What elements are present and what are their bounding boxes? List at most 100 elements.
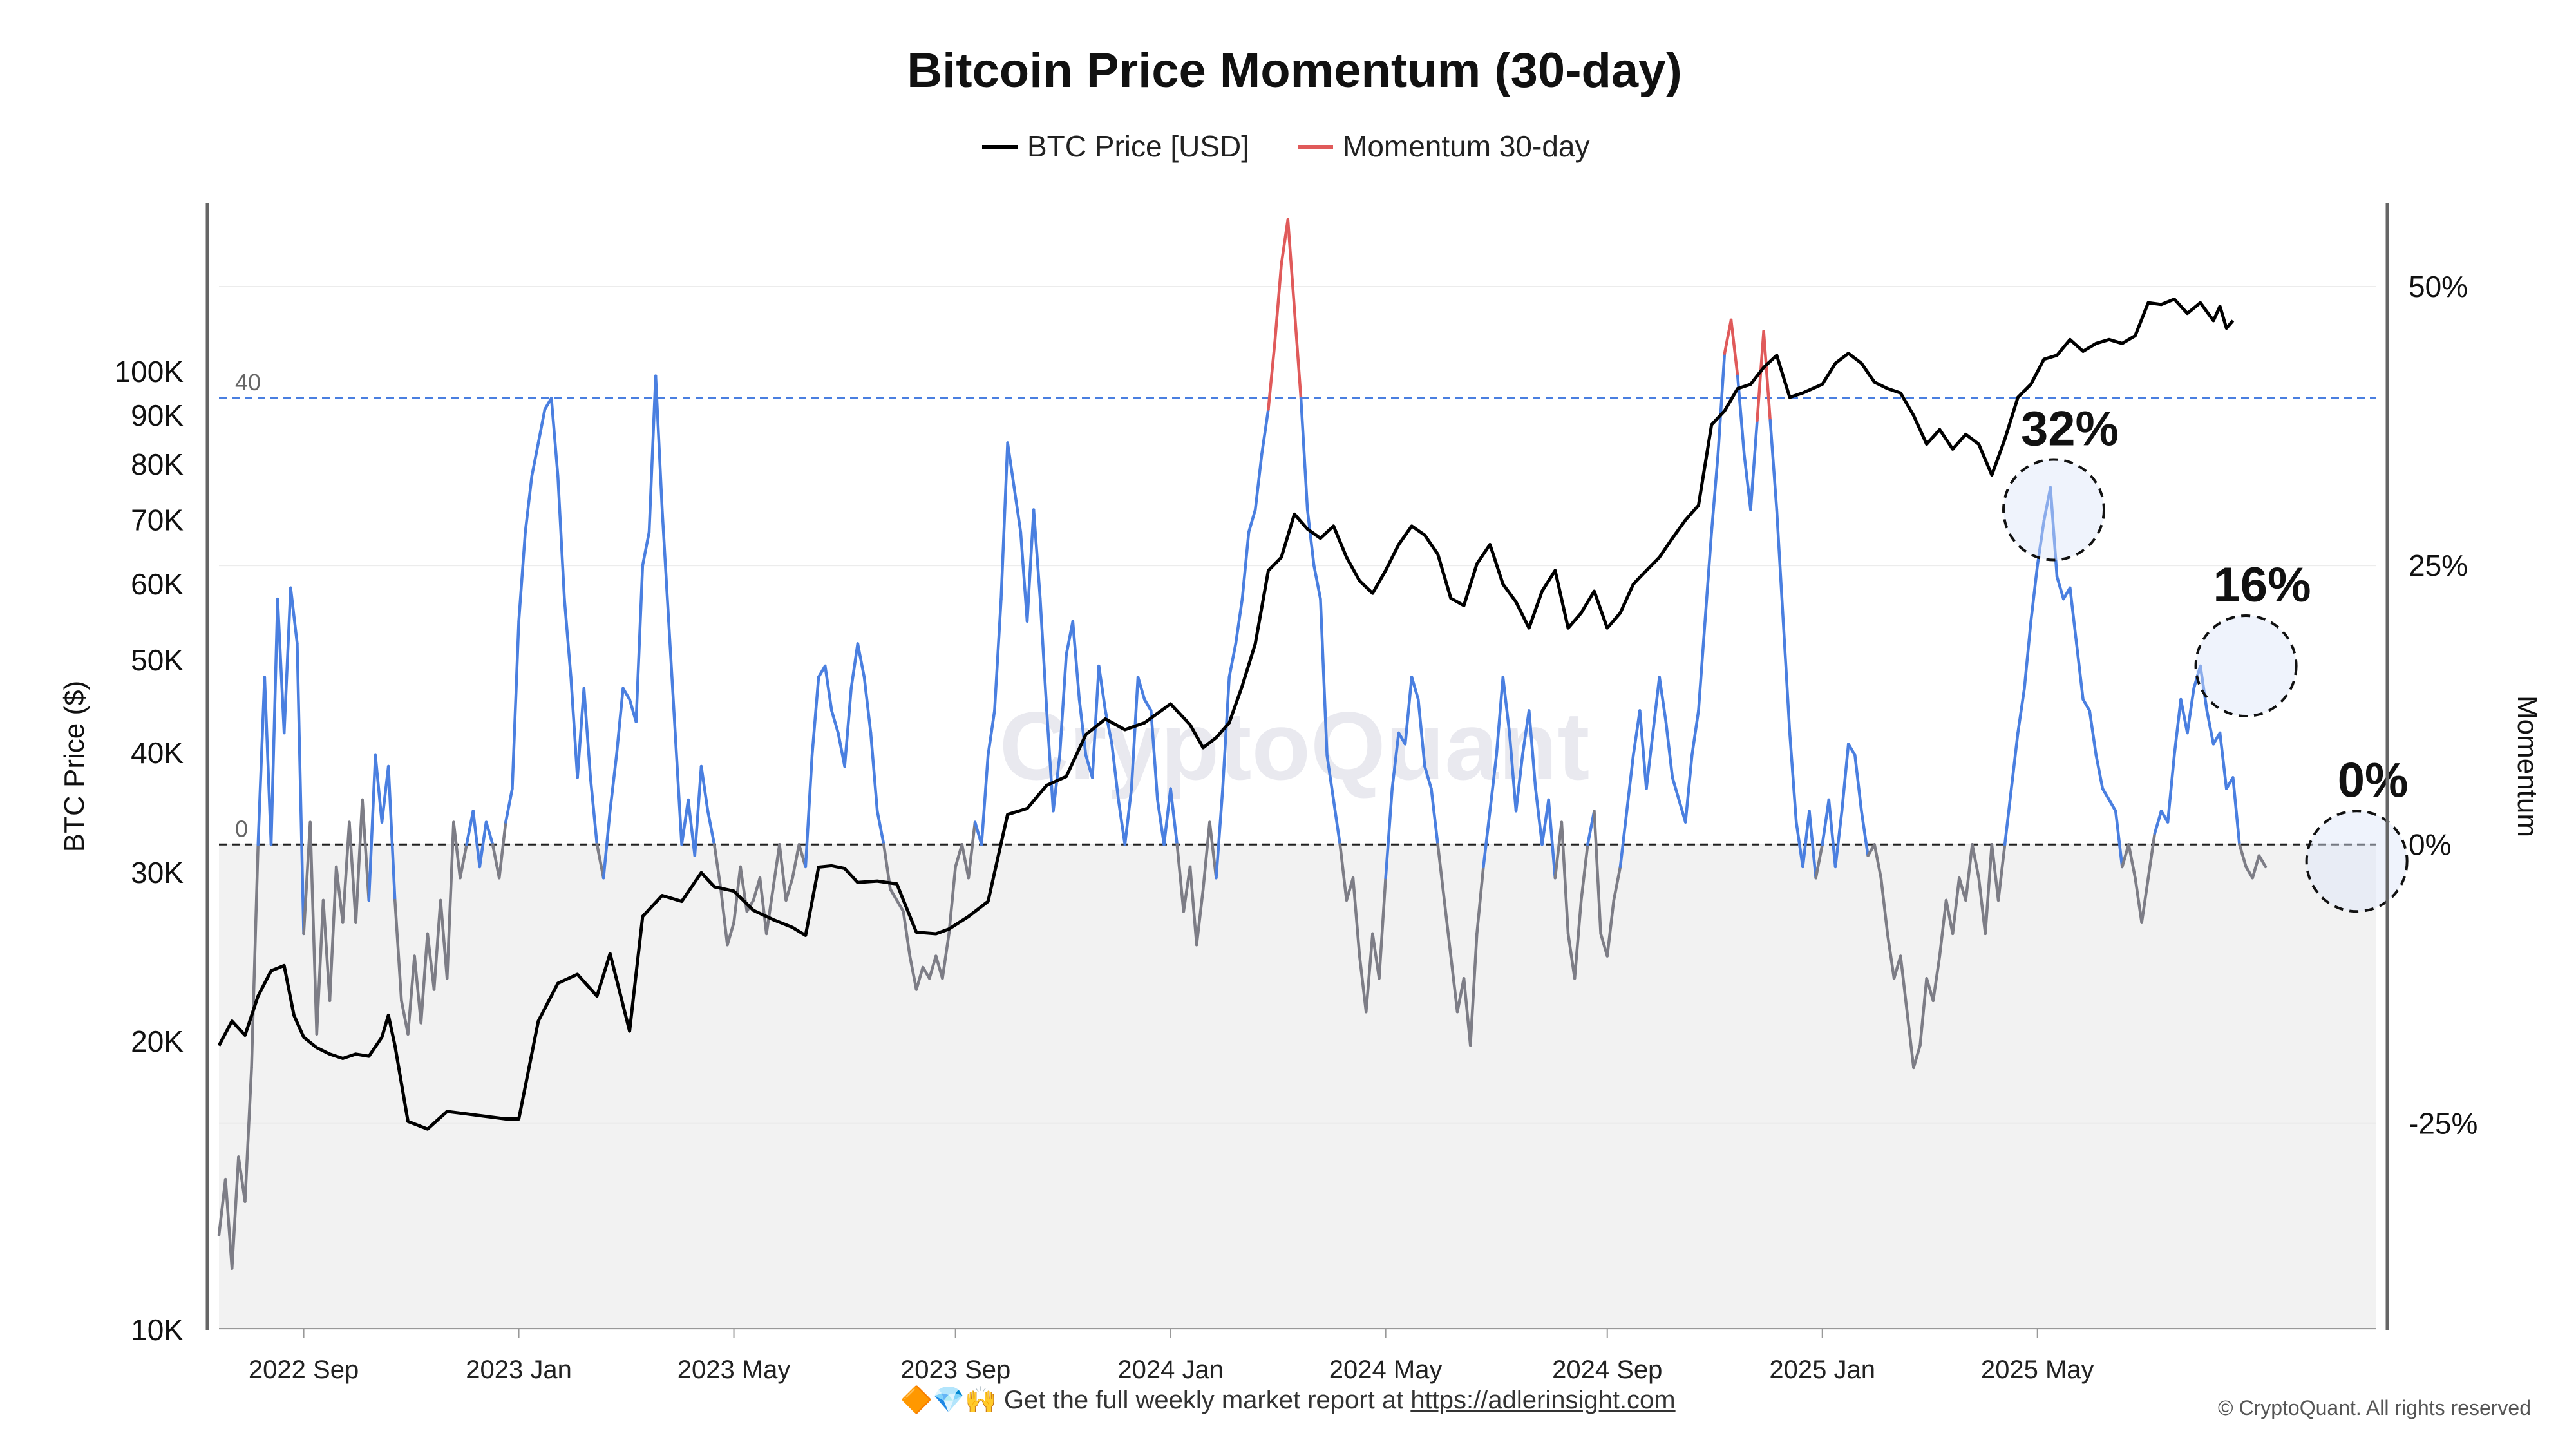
- momentum-segment: [1032, 508, 1042, 601]
- momentum-segment: [1201, 820, 1211, 891]
- y-right-tick-label: -25%: [2409, 1106, 2477, 1140]
- momentum-segment: [2069, 586, 2078, 645]
- momentum-segment: [1378, 876, 1387, 980]
- momentum-segment: [1697, 620, 1707, 712]
- momentum-segment: [869, 731, 879, 813]
- momentum-segment: [1651, 676, 1661, 735]
- momentum-segment: [1873, 843, 1883, 880]
- momentum-segment: [1475, 865, 1485, 936]
- y-left-tick-label: 70K: [131, 504, 184, 537]
- footer-link[interactable]: https://adlerinsight.com: [1410, 1386, 1676, 1414]
- momentum-segment: [354, 798, 364, 924]
- momentum-segment: [1045, 709, 1055, 813]
- momentum-segment: [536, 408, 547, 444]
- momentum-segment: [243, 1066, 253, 1203]
- momentum-segment: [1260, 408, 1270, 456]
- momentum-segment: [2244, 865, 2254, 880]
- x-tick-label: 2024 May: [1329, 1356, 1443, 1384]
- momentum-segment: [1964, 843, 1974, 902]
- momentum-segment: [1305, 508, 1316, 567]
- momentum-segment: [2023, 620, 2032, 690]
- momentum-segment: [1071, 620, 1081, 701]
- momentum-segment: [687, 798, 697, 857]
- momentum-segment: [563, 597, 573, 679]
- momentum-segment: [1846, 743, 1857, 757]
- momentum-segment: [256, 676, 267, 846]
- momentum-segment: [484, 820, 495, 846]
- y-left-axis-title: BTC Price ($): [59, 681, 90, 852]
- momentum-segment: [497, 820, 507, 880]
- momentum-segment: [1325, 753, 1335, 802]
- momentum-segment: [1221, 676, 1231, 790]
- momentum-segment: [1990, 843, 2000, 902]
- momentum-segment: [452, 820, 462, 880]
- momentum-segment: [660, 508, 670, 623]
- x-tick-label: 2022 Sep: [249, 1356, 359, 1384]
- momentum-segment: [2114, 810, 2124, 869]
- momentum-segment: [1840, 743, 1850, 813]
- momentum-segment: [667, 620, 677, 735]
- momentum-segment: [2140, 876, 2150, 924]
- footer-emoji: 🔶💎🙌: [900, 1386, 997, 1414]
- momentum-segment: [810, 676, 820, 757]
- annotation-label: 32%: [2021, 401, 2119, 456]
- momentum-segment: [2199, 664, 2209, 712]
- momentum-segment: [1514, 753, 1524, 813]
- momentum-segment: [2042, 486, 2052, 523]
- momentum-segment: [282, 586, 292, 735]
- momentum-segment: [1553, 820, 1564, 880]
- momentum-segment: [862, 676, 873, 735]
- momentum-segment: [941, 932, 951, 980]
- momentum-segment: [1052, 753, 1061, 813]
- momentum-segment: [980, 753, 990, 846]
- momentum-segment: [1683, 753, 1694, 824]
- momentum-segment: [1019, 530, 1029, 623]
- momentum-segment: [1625, 753, 1635, 813]
- momentum-segment: [321, 898, 332, 1003]
- momentum-segment: [1703, 530, 1713, 623]
- momentum-segment: [1430, 787, 1439, 846]
- momentum-segment: [772, 843, 781, 891]
- momentum-segment: [2238, 843, 2248, 869]
- momentum-segment: [1162, 787, 1172, 846]
- momentum-segment: [1951, 876, 1961, 936]
- momentum-segment: [634, 564, 645, 723]
- momentum-segment: [823, 664, 833, 712]
- momentum-segment: [2049, 486, 2059, 578]
- momentum-segment: [2081, 697, 2091, 712]
- momentum-segment: [2257, 854, 2268, 869]
- momentum-segment: [830, 709, 840, 735]
- momentum-segment: [1944, 898, 1955, 936]
- x-ticks: 2022 Sep 2023 Jan 2023 May 2023 Sep 2024 Jan…: [249, 1329, 2094, 1384]
- momentum-segment: [1566, 932, 1577, 980]
- momentum-segment: [334, 865, 345, 924]
- momentum-series: [217, 218, 2268, 1270]
- momentum-segment: [804, 753, 814, 869]
- momentum-segment: [1012, 486, 1023, 534]
- momentum-segment: [914, 965, 925, 991]
- momentum-segment: [1520, 709, 1531, 757]
- momentum-segment: [1906, 1010, 1915, 1070]
- momentum-segment: [1821, 798, 1831, 846]
- momentum-segment: [1879, 876, 1889, 936]
- momentum-segment: [1025, 508, 1036, 623]
- momentum-segment: [1416, 697, 1426, 768]
- momentum-segment: [752, 876, 762, 902]
- momentum-segment: [1312, 564, 1322, 601]
- momentum-segment: [1690, 709, 1700, 757]
- momentum-segment: [1560, 820, 1570, 936]
- momentum-segment: [1455, 976, 1466, 1014]
- y-left-tick-label: 80K: [131, 448, 184, 481]
- momentum-segment: [843, 687, 853, 768]
- y-left-tick-label: 60K: [131, 567, 184, 601]
- momentum-segment: [1169, 787, 1179, 846]
- momentum-segment: [1065, 620, 1075, 656]
- momentum-segment: [556, 475, 566, 601]
- momentum-segment: [1918, 976, 1928, 1047]
- momentum-segment: [1580, 843, 1589, 902]
- momentum-segment: [1912, 1043, 1922, 1070]
- momentum-segment: [1671, 776, 1681, 802]
- momentum-segment: [2146, 831, 2157, 880]
- momentum-segment: [947, 865, 957, 936]
